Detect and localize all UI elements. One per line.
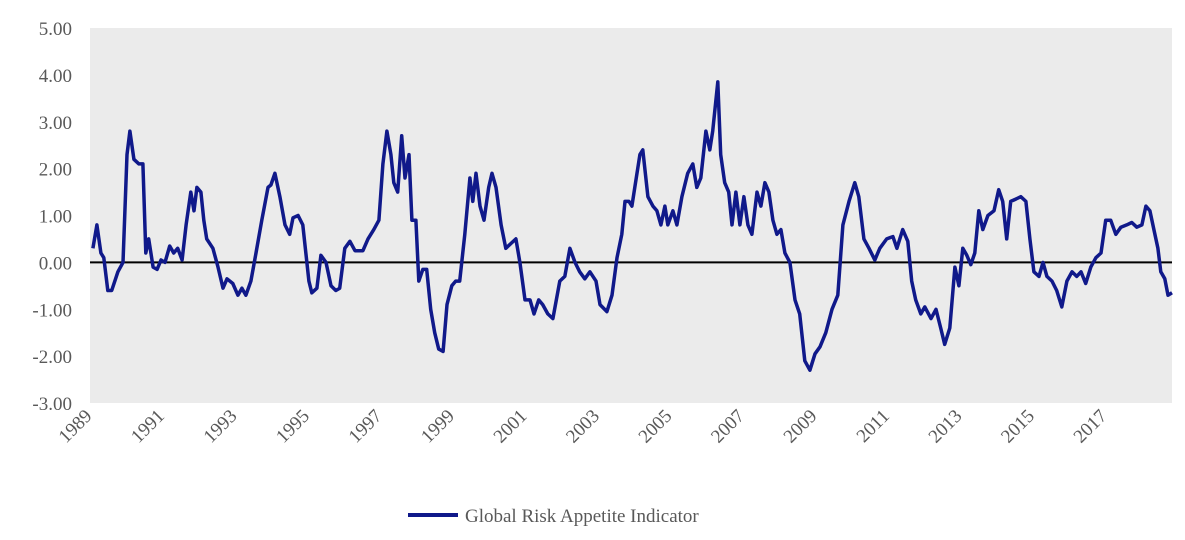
x-tick-label: 2009 [780, 406, 822, 448]
x-tick-label: 1991 [127, 406, 169, 448]
y-tick-label: 4.00 [39, 66, 72, 87]
y-tick-label: 2.00 [39, 160, 72, 181]
x-tick-label: 2015 [997, 406, 1039, 448]
y-tick-label: -3.00 [32, 394, 72, 415]
x-tick-label: 1999 [417, 406, 459, 448]
x-tick-label: 2001 [490, 406, 532, 448]
x-tick-label: 2013 [925, 406, 967, 448]
y-tick-label: 0.00 [39, 253, 72, 274]
x-tick-label: 1997 [345, 406, 387, 448]
plot-area [90, 28, 1172, 403]
legend-label: Global Risk Appetite Indicator [465, 506, 699, 527]
y-tick-label: 1.00 [39, 207, 72, 228]
x-tick-label: 2007 [707, 406, 749, 448]
x-tick-label: 1993 [200, 406, 242, 448]
y-tick-label: -2.00 [32, 347, 72, 368]
x-tick-label: 1995 [272, 406, 314, 448]
y-tick-label: -1.00 [32, 300, 72, 321]
y-tick-label: 5.00 [39, 19, 72, 40]
x-tick-label: 2011 [853, 406, 894, 447]
x-tick-label: 2003 [562, 406, 604, 448]
line [91, 80, 1173, 372]
y-tick-label: 3.00 [39, 113, 72, 134]
x-tick-label: 2017 [1070, 406, 1112, 448]
x-tick-label: 2005 [635, 406, 677, 448]
